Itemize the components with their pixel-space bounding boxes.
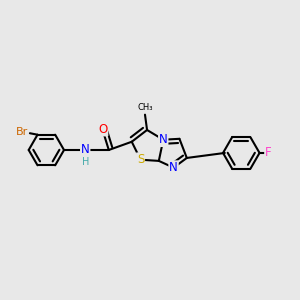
Text: S: S — [137, 153, 144, 166]
Text: N: N — [159, 133, 168, 146]
Text: F: F — [265, 146, 272, 159]
Text: O: O — [98, 123, 107, 136]
Text: N: N — [169, 161, 178, 174]
Text: N: N — [81, 143, 90, 157]
Text: Br: Br — [16, 127, 28, 137]
Text: H: H — [82, 157, 89, 167]
Text: CH₃: CH₃ — [137, 103, 153, 112]
